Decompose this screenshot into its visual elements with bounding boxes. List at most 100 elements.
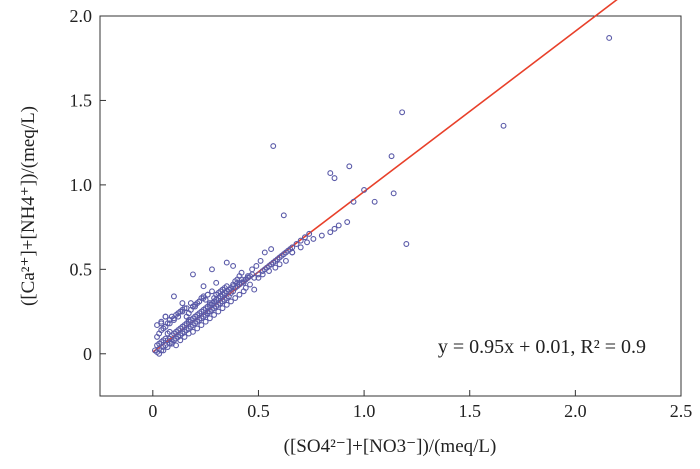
- data-point: [344, 219, 351, 225]
- data-point: [204, 291, 211, 298]
- x-axis-label: ([SO4²⁻]+[NO3⁻])/(meq/L): [284, 436, 497, 457]
- x-tick-label: 0.5: [247, 401, 270, 421]
- data-point: [166, 320, 173, 327]
- data-points: [151, 35, 613, 357]
- data-point: [202, 318, 209, 325]
- data-point: [190, 271, 196, 278]
- data-point: [335, 222, 342, 229]
- data-point: [304, 239, 310, 246]
- data-point: [242, 284, 249, 291]
- data-point: [255, 271, 262, 278]
- data-point: [272, 264, 279, 271]
- data-point: [187, 300, 194, 307]
- data-point: [158, 320, 165, 327]
- data-point: [156, 350, 163, 357]
- data-point: [223, 259, 230, 266]
- data-point: [282, 249, 289, 256]
- plot-area: [99, 15, 682, 397]
- data-point: [500, 122, 507, 129]
- y-tick-label: 0: [83, 344, 92, 364]
- data-point: [232, 295, 239, 301]
- data-point: [293, 241, 300, 247]
- y-axis-ticks: 0 0.5 1.0 1.5 2.0: [70, 6, 106, 364]
- data-point: [274, 256, 281, 263]
- y-tick-label: 1.0: [70, 175, 93, 195]
- data-point: [346, 163, 353, 170]
- data-point: [282, 257, 289, 264]
- data-point: [190, 328, 196, 335]
- data-point: [399, 109, 406, 116]
- data-point: [278, 252, 285, 259]
- data-point: [175, 333, 182, 340]
- data-point: [257, 257, 264, 264]
- data-point: [247, 281, 253, 288]
- data-point: [276, 261, 283, 268]
- data-point: [236, 291, 243, 298]
- data-point: [164, 344, 171, 350]
- data-point: [221, 290, 228, 296]
- data-point: [213, 296, 220, 303]
- data-point: [606, 35, 613, 41]
- data-point: [175, 313, 182, 320]
- x-tick-label: 2.5: [670, 401, 693, 421]
- data-point: [192, 303, 199, 310]
- data-point: [238, 269, 245, 276]
- data-point: [297, 237, 304, 244]
- data-point: [238, 276, 245, 283]
- data-point: [270, 143, 277, 149]
- data-point: [255, 274, 262, 281]
- data-point: [204, 308, 211, 315]
- data-point: [318, 232, 325, 239]
- data-point: [217, 293, 224, 300]
- data-point: [160, 347, 167, 354]
- data-point: [223, 301, 230, 308]
- data-point: [200, 283, 207, 290]
- data-point: [388, 153, 395, 160]
- data-point: [310, 235, 317, 242]
- data-point: [209, 301, 215, 308]
- data-point: [266, 268, 272, 274]
- data-point: [200, 295, 207, 301]
- regression-line: [152, 0, 618, 353]
- x-axis-ticks: 0 0.5 1.0 1.5 2.0 2.5: [148, 390, 692, 421]
- data-point: [225, 286, 232, 293]
- data-point: [268, 246, 275, 253]
- data-point: [361, 187, 368, 193]
- x-tick-label: 0: [148, 401, 157, 421]
- data-point: [234, 279, 241, 286]
- data-point: [301, 234, 308, 241]
- data-point: [249, 266, 256, 273]
- data-point: [327, 170, 334, 177]
- data-point: [261, 249, 268, 256]
- data-point: [179, 300, 186, 307]
- data-point: [251, 286, 258, 293]
- data-point: [228, 298, 234, 305]
- y-tick-label: 2.0: [70, 6, 93, 26]
- data-point: [403, 241, 410, 247]
- data-point: [306, 230, 313, 237]
- y-tick-label: 0.5: [70, 259, 93, 279]
- data-point: [280, 212, 287, 219]
- data-point: [244, 274, 251, 281]
- data-point: [230, 283, 237, 290]
- x-tick-label: 1.5: [458, 401, 481, 421]
- data-point: [331, 225, 338, 232]
- data-point: [183, 305, 190, 312]
- data-point: [166, 328, 173, 335]
- data-point: [371, 198, 378, 205]
- data-point: [331, 175, 338, 182]
- data-point: [215, 308, 222, 315]
- data-point: [179, 308, 186, 315]
- x-tick-label: 2.0: [564, 401, 587, 421]
- x-tick-label: 1.0: [353, 401, 376, 421]
- data-point: [253, 263, 260, 269]
- data-point: [170, 293, 177, 300]
- data-point: [198, 322, 205, 329]
- data-point: [181, 333, 188, 340]
- data-point: [206, 315, 213, 322]
- data-point: [289, 249, 296, 256]
- regression-equation: y = 0.95x + 0.01, R² = 0.9: [438, 336, 646, 358]
- data-point: [213, 279, 220, 286]
- data-point: [297, 244, 304, 251]
